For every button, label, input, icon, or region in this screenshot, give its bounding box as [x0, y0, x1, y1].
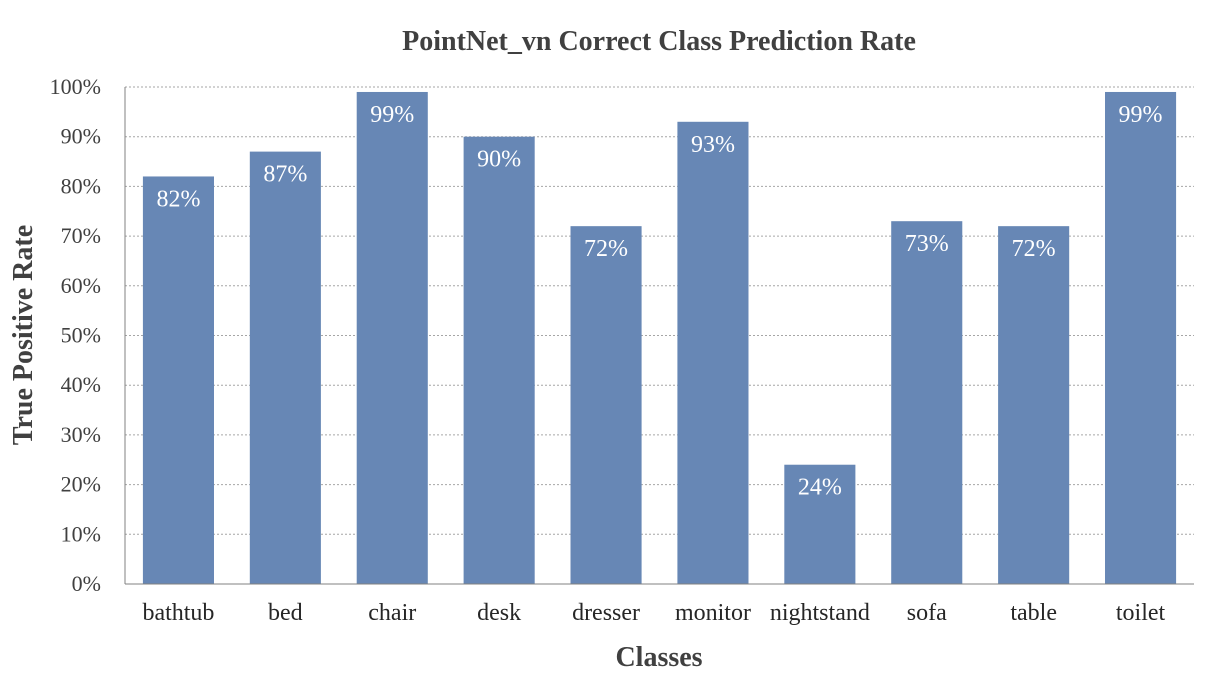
- x-tick-label-nightstand: nightstand: [770, 600, 870, 626]
- y-tick-label: 100%: [50, 74, 101, 99]
- y-axis-title: True Positive Rate: [8, 225, 39, 445]
- x-tick-label-dresser: dresser: [572, 600, 640, 626]
- bar-bathtub: [142, 176, 214, 584]
- x-axis-title: Classes: [615, 642, 702, 673]
- bars: [142, 91, 1177, 585]
- bar-nightstand: [784, 464, 856, 584]
- y-tick-label: 30%: [61, 422, 101, 447]
- x-tick-label-toilet: toilet: [1116, 600, 1166, 626]
- data-label-desk: 90%: [477, 147, 521, 173]
- y-tick-label: 40%: [61, 372, 101, 397]
- y-tick-label: 20%: [61, 472, 101, 497]
- y-tick-label: 80%: [61, 173, 101, 198]
- data-label-sofa: 73%: [905, 231, 949, 257]
- bar-chair: [356, 91, 428, 584]
- data-label-toilet: 99%: [1119, 102, 1163, 128]
- x-tick-label-monitor: monitor: [675, 600, 751, 626]
- y-tick-label: 70%: [61, 223, 101, 248]
- data-labels: 82% 87% 99% 90% 72% 93% 24% 73% 72% 99%: [156, 102, 1162, 501]
- chart-title: PointNet_vn Correct Class Prediction Rat…: [402, 26, 916, 57]
- y-tick-label: 60%: [61, 273, 101, 298]
- bar-desk: [463, 136, 535, 584]
- bar-sofa: [891, 221, 963, 584]
- data-label-dresser: 72%: [584, 236, 628, 262]
- x-tick-label-table: table: [1010, 600, 1057, 626]
- data-label-table: 72%: [1012, 236, 1056, 262]
- y-tick-label: 90%: [61, 124, 101, 149]
- x-category-labels: bathtub bed chair desk dresser monitor nightst…: [142, 600, 1165, 626]
- data-label-bed: 87%: [263, 162, 307, 188]
- bar-monitor: [677, 121, 749, 584]
- y-tick-label: 10%: [61, 521, 101, 546]
- y-tick-label: 50%: [61, 323, 101, 348]
- x-tick-label-bed: bed: [268, 600, 303, 626]
- data-label-nightstand: 24%: [798, 475, 842, 501]
- data-label-chair: 99%: [370, 102, 414, 128]
- data-label-bathtub: 82%: [156, 186, 200, 212]
- axes: [124, 87, 1194, 585]
- y-tick-labels: 0% 10% 20% 30% 40% 50% 60% 70% 80% 90% 100%: [50, 74, 101, 596]
- y-tick-label: 0%: [72, 571, 101, 596]
- x-tick-label-desk: desk: [477, 600, 521, 626]
- bar-bed: [249, 151, 321, 585]
- x-tick-label-sofa: sofa: [907, 600, 947, 626]
- bar-dresser: [570, 226, 642, 584]
- data-label-monitor: 93%: [691, 132, 735, 158]
- bar-table: [998, 226, 1070, 584]
- bar-toilet: [1105, 91, 1177, 584]
- x-tick-label-chair: chair: [368, 600, 416, 626]
- x-tick-label-bathtub: bathtub: [142, 600, 214, 626]
